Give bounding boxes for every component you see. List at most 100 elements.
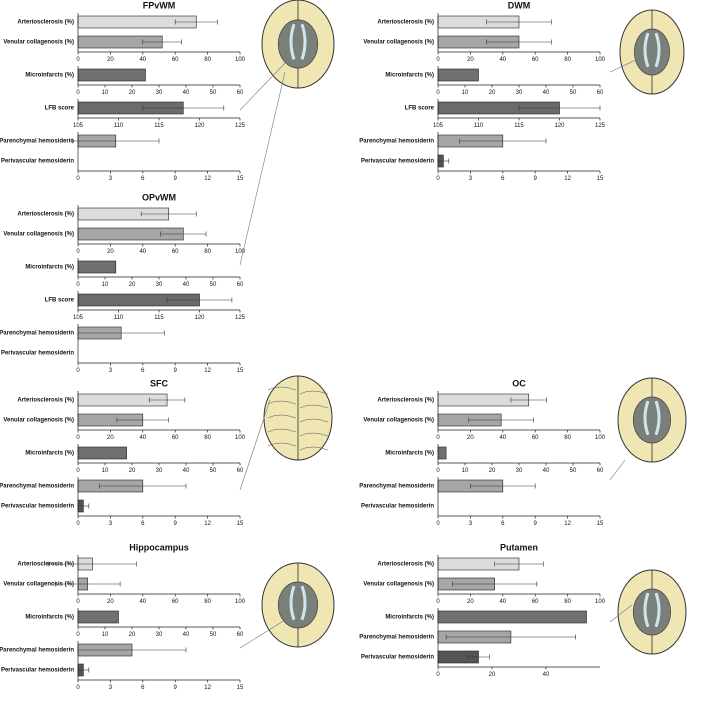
tick-label: 120 [554,123,565,129]
tick-label: 60 [237,90,244,96]
bar-label: Arteriosclerosis (%) [377,398,434,404]
error-bar [116,417,170,423]
tick-label: 20 [107,435,114,441]
tick-label: 105 [73,315,84,321]
tick-label: 100 [595,57,606,63]
brain-deep [632,588,671,636]
brain-illustration [617,569,687,655]
tick-label: 30 [156,468,163,474]
connector [609,459,626,481]
brain-illustration [619,9,685,95]
tick-label: 20 [129,468,136,474]
bar-label: Microinfarcts (%) [385,615,434,621]
connector [239,59,289,111]
tick-label: 12 [204,521,211,527]
error-bar [166,297,233,303]
tick-label: 125 [595,123,606,129]
error-bar [494,561,544,567]
tick-label: 12 [204,176,211,182]
tick-label: 40 [183,282,190,288]
brain-deep [632,396,671,444]
bar-label: Perivascular hemosiderin [1,504,74,510]
tick-label: 110 [114,123,124,129]
tick-label: 9 [534,521,538,527]
tick-label: 20 [107,249,114,255]
tick-label: 30 [516,468,523,474]
bar-label: Perivascular hemosiderin [361,504,434,510]
error-bar [142,105,225,111]
tick-label: 3 [109,368,113,374]
tick-label: 125 [235,315,246,321]
brain-ventricle [643,32,661,68]
tick-label: 20 [489,672,496,678]
tick-label: 0 [76,368,80,374]
error-bar [174,19,218,25]
tick-label: 3 [109,685,113,691]
brain-illustration [263,375,333,461]
brain-gyrus [267,400,329,409]
brain-ventricle [289,23,307,60]
tick-label: 40 [543,672,550,678]
bar-label: Parenchymal hemosiderin [359,484,434,490]
tick-label: 20 [107,57,114,63]
tick-label: 50 [210,282,217,288]
error-bar [452,581,538,587]
bar-label: Perivascular hemosiderin [1,351,74,357]
bar-label: Venular collagenosis (%) [3,40,74,46]
tick-label: 60 [172,57,179,63]
tick-label: 6 [141,368,145,374]
tick-label: 60 [532,57,539,63]
bar-label: Venular collagenosis (%) [363,40,434,46]
bar [437,68,479,82]
error-bar [72,138,160,144]
tick-label: 3 [469,521,473,527]
tick-label: 6 [141,176,145,182]
tick-label: 40 [543,468,550,474]
bar-label: Venular collagenosis (%) [363,582,434,588]
tick-label: 50 [210,90,217,96]
bar-label: Parenchymal hemosiderin [359,139,434,145]
tick-label: 50 [210,468,217,474]
bar-label: Arteriosclerosis (%) [17,20,74,26]
tick-label: 110 [474,123,484,129]
tick-label: 12 [204,685,211,691]
tick-label: 0 [76,685,80,691]
error-bar [486,39,552,45]
tick-label: 60 [172,599,179,605]
connector [609,57,641,73]
error-bar [140,211,197,217]
tick-label: 30 [156,632,163,638]
tick-label: 0 [76,57,80,63]
bar-label: Parenchymal hemosiderin [0,331,74,337]
bar-label: Microinfarcts (%) [25,265,74,271]
tick-label: 60 [237,632,244,638]
bar-label: Parenchymal hemosiderin [0,648,74,654]
bar-label: Venular collagenosis (%) [3,418,74,424]
tick-label: 60 [532,435,539,441]
tick-label: 9 [534,176,538,182]
error-bar [48,561,137,567]
tick-label: 40 [499,599,506,605]
tick-label: 0 [436,435,440,441]
bar-label: Perivascular hemosiderin [1,668,74,674]
tick-label: 40 [139,57,146,63]
panel-title: FPvWM [143,0,176,10]
error-bar [470,483,536,489]
tick-label: 20 [467,57,474,63]
panel-title: OC [512,378,526,388]
tick-label: 3 [109,176,113,182]
tick-label: 0 [76,632,80,638]
tick-label: 0 [76,176,80,182]
tick-label: 40 [183,468,190,474]
tick-label: 100 [235,57,246,63]
tick-label: 10 [462,90,469,96]
tick-label: 15 [597,521,604,527]
bar-label: Microinfarcts (%) [25,615,74,621]
tick-label: 9 [174,176,178,182]
panel-title: Putamen [500,542,538,552]
tick-label: 0 [76,90,80,96]
brain-deep [277,581,319,629]
bar-label: Parenchymal hemosiderin [359,635,434,641]
error-bar [468,417,534,423]
tick-label: 80 [564,599,571,605]
